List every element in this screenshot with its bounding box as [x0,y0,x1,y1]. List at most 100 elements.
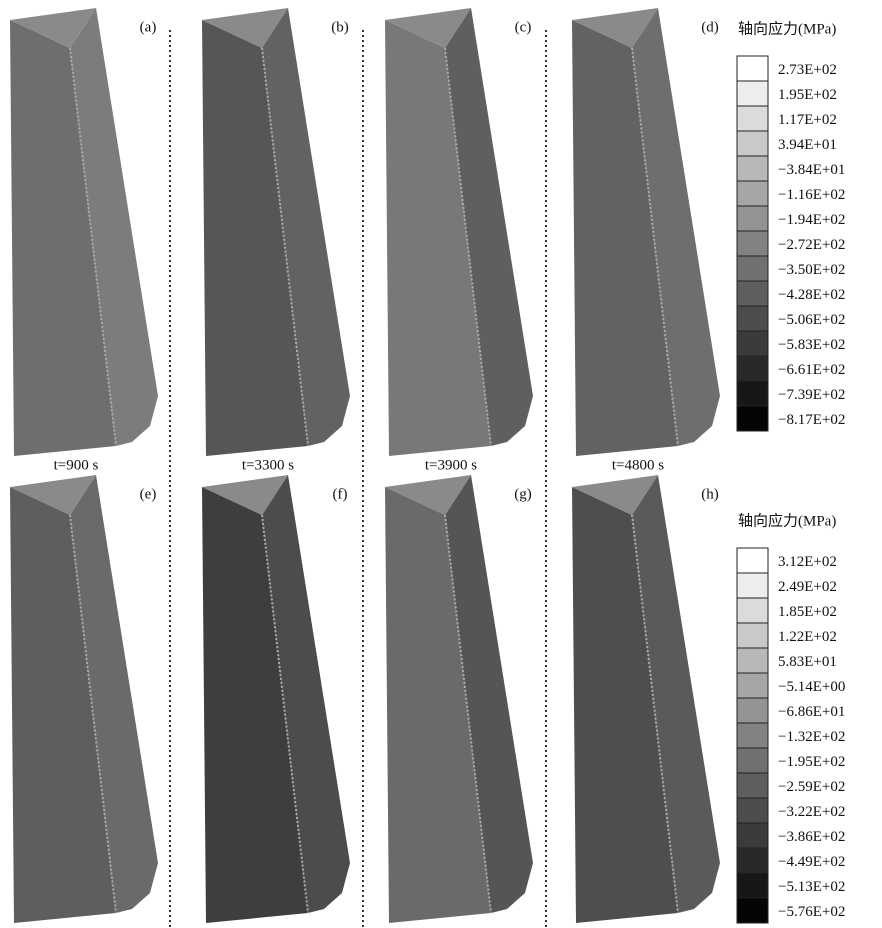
front-face [385,20,491,456]
front-face [385,487,491,923]
panel-label: (g) [514,486,532,502]
legend-swatch [736,897,769,924]
legend-label: −3.86E+02 [778,829,845,845]
legend-label: 3.94E+01 [778,137,837,153]
top-face [572,475,658,515]
legend-label: −3.84E+01 [778,162,845,178]
legend-swatch [736,597,769,624]
legend-label: 1.85E+02 [778,604,837,620]
legend-swatch [736,80,769,107]
side-face [262,8,350,446]
legend-label: −5.76E+02 [778,904,845,920]
side-face [445,475,533,913]
legend-label: −2.72E+02 [778,237,845,253]
edge [631,47,679,447]
legend-swatch [736,405,769,432]
legend-title: 轴向应力(MPa) [738,19,836,37]
legend-swatch [736,305,769,332]
edge [631,514,679,914]
legend-swatch [736,797,769,824]
legend-swatch [736,847,769,874]
legend-label: −3.50E+02 [778,262,845,278]
top-face [10,8,96,48]
legend-label: −4.49E+02 [778,854,845,870]
panel-label: (b) [331,19,349,35]
legend-swatch [736,622,769,649]
legend-swatch [736,697,769,724]
legend-swatch [736,355,769,382]
legend-label: −5.13E+02 [778,879,845,895]
time-label: t=3300 s [242,457,294,473]
legend-label: −8.17E+02 [778,412,845,428]
time-label: t=4800 s [612,457,664,473]
legend-label: −1.16E+02 [778,187,845,203]
time-label: t=900 s [54,457,99,473]
legend-label: 1.95E+02 [778,87,837,103]
legend-swatch [736,672,769,699]
legend-swatch [736,255,769,282]
legend-label: 2.49E+02 [778,579,837,595]
legend-label: 5.83E+01 [778,654,837,670]
top-face [385,8,471,48]
panel-label: (f) [333,486,348,502]
legend-swatch [736,380,769,407]
legend-swatch [736,872,769,899]
legend-label: 1.22E+02 [778,629,837,645]
legend-swatch [736,722,769,749]
legend-swatch [736,280,769,307]
time-label: t=3900 s [425,457,477,473]
edge [444,47,492,447]
front-face [202,20,308,456]
top-face [572,8,658,48]
legend-swatch [736,105,769,132]
panel-label: (h) [701,486,719,502]
legend-label: −6.61E+02 [778,362,845,378]
legend-label: −7.39E+02 [778,387,845,403]
side-face [262,475,350,913]
edge [261,47,309,447]
legend-label: −1.94E+02 [778,212,845,228]
top-face [10,475,96,515]
legend-swatch [736,547,769,574]
legend-label: 3.12E+02 [778,554,837,570]
legend-swatch [736,330,769,357]
front-face [10,20,116,456]
front-face [202,487,308,923]
legend-title: 轴向应力(MPa) [738,511,836,529]
panel-label: (a) [140,19,157,35]
legend-swatch [736,230,769,257]
side-face [632,475,720,913]
top-face [385,475,471,515]
legend-label: −3.22E+02 [778,804,845,820]
legend-label: −1.95E+02 [778,754,845,770]
front-face [572,487,678,923]
legend-swatch [736,180,769,207]
legend-swatch [736,772,769,799]
legend-swatch [736,130,769,157]
edge [69,47,117,447]
top-face [202,475,288,515]
legend-swatch [736,205,769,232]
side-face [445,8,533,446]
edge [69,514,117,914]
side-face [632,8,720,446]
legend-label: −6.86E+01 [778,704,845,720]
front-face [10,487,116,923]
side-face [70,8,158,446]
legend-label: −5.14E+00 [778,679,845,695]
legend-label: 1.17E+02 [778,112,837,128]
edge [444,514,492,914]
panel-label: (c) [515,19,532,35]
legend-label: −1.32E+02 [778,729,845,745]
side-face [70,475,158,913]
legend-swatch [736,572,769,599]
legend-swatch [736,747,769,774]
panel-label: (d) [701,19,719,35]
legend-swatch [736,647,769,674]
legend-swatch [736,155,769,182]
legend-label: −5.06E+02 [778,312,845,328]
legend-label: 2.73E+02 [778,62,837,78]
legend-swatch [736,822,769,849]
edge [261,514,309,914]
